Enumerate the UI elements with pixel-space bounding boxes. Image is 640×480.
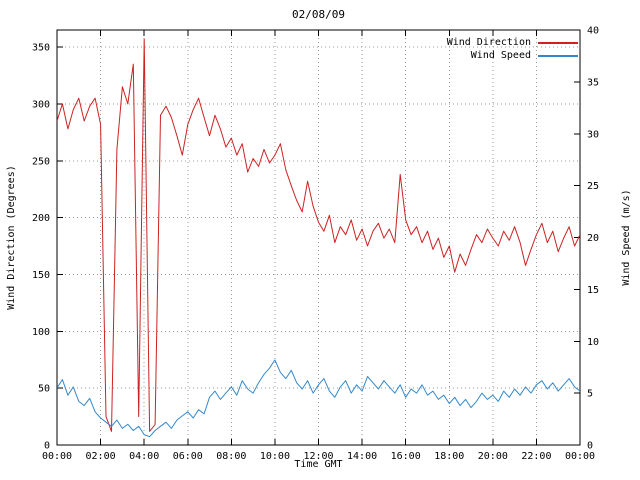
svg-text:150: 150 xyxy=(32,270,50,281)
svg-text:10: 10 xyxy=(587,337,599,348)
legend-entry-wind-direction: Wind Direction xyxy=(447,36,578,49)
svg-text:20: 20 xyxy=(587,233,599,244)
svg-text:04:00: 04:00 xyxy=(129,451,159,462)
svg-text:35: 35 xyxy=(587,77,599,88)
legend-entry-wind-speed: Wind Speed xyxy=(447,49,578,62)
svg-text:14:00: 14:00 xyxy=(347,451,377,462)
svg-text:20:00: 20:00 xyxy=(478,451,508,462)
svg-text:25: 25 xyxy=(587,181,599,192)
svg-text:16:00: 16:00 xyxy=(391,451,421,462)
svg-text:15: 15 xyxy=(587,285,599,296)
svg-text:0: 0 xyxy=(587,441,593,452)
svg-text:5: 5 xyxy=(587,389,593,400)
legend-line-sample-wind-direction xyxy=(538,41,578,44)
x-axis-label: Time GMT xyxy=(294,459,343,470)
svg-text:40: 40 xyxy=(587,26,599,37)
svg-text:18:00: 18:00 xyxy=(434,451,464,462)
legend-line-sample-wind-speed xyxy=(538,54,578,57)
legend-label-wind-speed: Wind Speed xyxy=(470,50,531,61)
svg-text:06:00: 06:00 xyxy=(173,451,203,462)
svg-text:00:00: 00:00 xyxy=(42,451,72,462)
chart-title: 02/08/09 xyxy=(292,8,345,21)
svg-text:300: 300 xyxy=(32,99,50,110)
chart-legend: Wind Direction Wind Speed xyxy=(447,36,578,62)
legend-label-wind-direction: Wind Direction xyxy=(446,37,531,48)
svg-text:02:00: 02:00 xyxy=(86,451,116,462)
svg-text:100: 100 xyxy=(32,327,50,338)
svg-text:10:00: 10:00 xyxy=(260,451,290,462)
svg-text:08:00: 08:00 xyxy=(216,451,246,462)
svg-text:200: 200 xyxy=(32,213,50,224)
svg-text:0: 0 xyxy=(44,441,50,452)
svg-text:50: 50 xyxy=(38,384,50,395)
svg-text:30: 30 xyxy=(587,129,599,140)
svg-text:350: 350 xyxy=(32,43,50,54)
y-axis-label-right: Wind Speed (m/s) xyxy=(621,189,632,286)
svg-text:22:00: 22:00 xyxy=(521,451,551,462)
svg-text:250: 250 xyxy=(32,156,50,167)
svg-text:12:00: 12:00 xyxy=(303,451,333,462)
svg-text:00:00: 00:00 xyxy=(565,451,595,462)
y-axis-label-left: Wind Direction (Degrees) xyxy=(6,165,17,310)
